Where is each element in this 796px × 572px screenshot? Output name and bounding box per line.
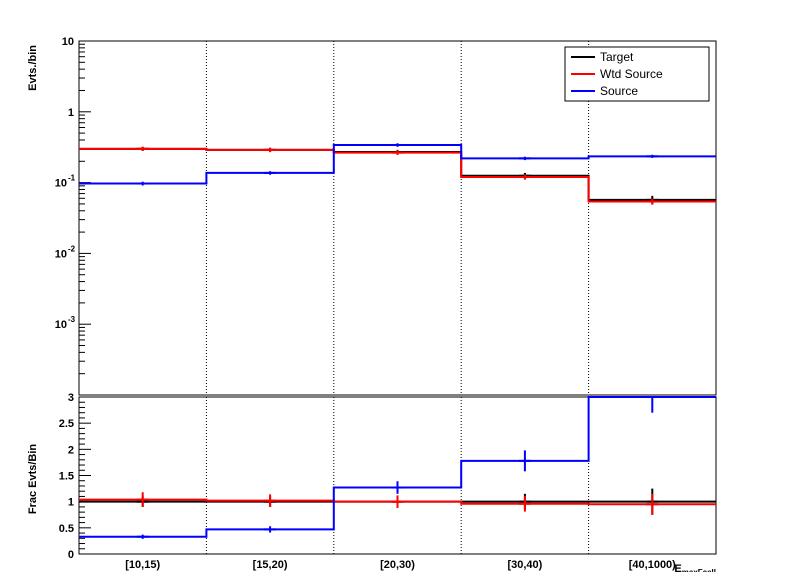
- top-y-axis-title: Evts./bin: [27, 45, 39, 91]
- ratio-y-tick-label: 3: [68, 392, 74, 404]
- x-axis-title: EmaxFcell: [674, 563, 716, 572]
- ratio-y-tick-label: 1.5: [59, 471, 74, 483]
- x-category-label: [20,30): [380, 559, 415, 571]
- x-category-label: [15,20): [253, 559, 288, 571]
- x-category-label: [30,40): [507, 559, 542, 571]
- y-tick-label: 1: [68, 107, 74, 119]
- legend-entry: Target: [600, 50, 634, 64]
- ratio-y-tick-label: 1: [68, 497, 74, 509]
- legend: Target Wtd Source Source: [564, 46, 710, 102]
- ratio-y-tick-label: 2.5: [59, 418, 74, 430]
- x-category-label: [40,1000): [629, 559, 676, 571]
- y-tick-label: 10: [62, 36, 74, 48]
- y-tick-label: 10: [55, 178, 67, 190]
- y-tick-exponent: -3: [68, 315, 76, 324]
- ratio-panel: 0 0.5 1 1.5 2 2.5 3 Frac Evts/Bin [10,15) [15,20)…: [27, 392, 717, 572]
- legend-entry: Wtd Source: [600, 67, 663, 81]
- legend-entry: Source: [600, 84, 638, 98]
- y-tick-exponent: -2: [68, 244, 76, 253]
- ratio-y-axis-title: Frac Evts/Bin: [27, 444, 39, 515]
- ratio-y-tick-label: 2: [68, 444, 74, 456]
- ratio-source-line: [79, 396, 716, 538]
- y-tick-label: 10: [55, 319, 67, 331]
- ratio-frame: [78, 396, 717, 555]
- y-tick-exponent: -1: [68, 174, 76, 183]
- ratio-y-tick-label: 0: [68, 549, 74, 561]
- top-frame: [78, 40, 717, 396]
- y-tick-label: 10: [55, 248, 67, 260]
- ratio-y-tick-label: 0.5: [59, 523, 74, 535]
- x-category-label: [10,15): [125, 559, 160, 571]
